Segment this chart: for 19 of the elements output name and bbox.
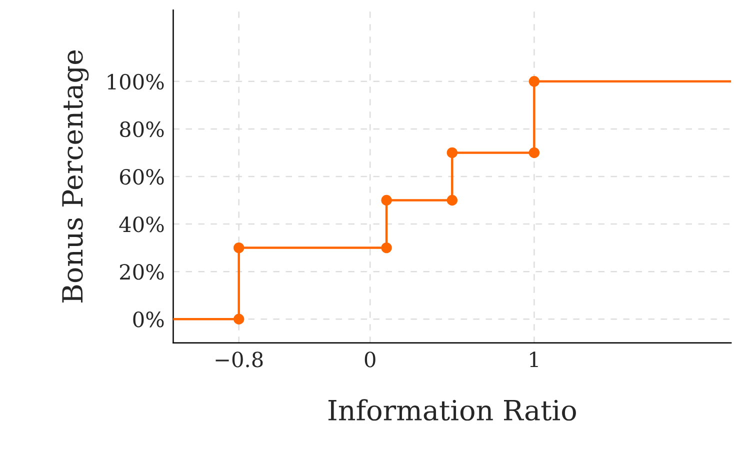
point (528, 147, 540, 158)
point (528, 76, 540, 87)
y-tick-label: 80% (120, 121, 164, 138)
y-tick-label: 100% (108, 74, 164, 90)
y-axis-title: Bonus Percentage (62, 50, 89, 302)
point (234, 242, 244, 254)
point (234, 314, 244, 324)
x-axis-title: Information Ratio (328, 399, 576, 421)
point (381, 194, 392, 206)
x-tick-label: 0 (364, 352, 376, 368)
point (446, 194, 458, 206)
y-tick-label: 0% (133, 312, 164, 328)
x-tick-label: 1 (530, 352, 538, 368)
y-tick-label: 40% (119, 216, 164, 232)
y-tick-label: 20% (120, 264, 164, 280)
point (446, 147, 458, 158)
point (381, 242, 392, 254)
y-tick-label: 60% (120, 168, 164, 185)
x-tick-label: −0.8 (216, 352, 263, 368)
